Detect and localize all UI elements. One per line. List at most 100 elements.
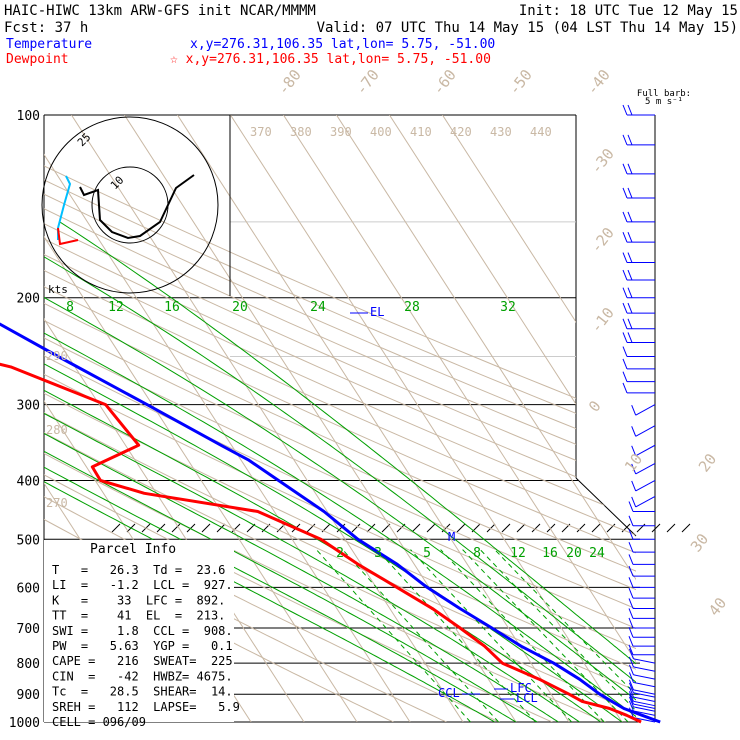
wind-barb-flag bbox=[627, 269, 633, 281]
cloud-tick bbox=[216, 523, 226, 533]
wind-barb-flag bbox=[622, 371, 628, 382]
dry-adiabat bbox=[44, 115, 636, 722]
cloud-tick bbox=[636, 523, 646, 533]
dry-adiabat-label: 290 bbox=[46, 349, 68, 363]
mixing-ratio-label: 2 bbox=[336, 546, 344, 561]
parcel-info-background bbox=[44, 540, 234, 722]
pressure-label-200: 200 bbox=[17, 292, 40, 307]
theta-label: 390 bbox=[330, 125, 352, 139]
parcel-info-row: PW = 5.63 YGP = 0.1 bbox=[52, 639, 233, 653]
wind-barb-flag bbox=[628, 635, 634, 647]
theta-label: 420 bbox=[450, 125, 472, 139]
wind-barb bbox=[633, 700, 656, 707]
pressure-label-1000: 1000 bbox=[9, 716, 40, 731]
hodograph-ring-label: 25 bbox=[75, 131, 94, 150]
wind-barbs bbox=[622, 104, 656, 723]
dry-adiabat bbox=[44, 115, 636, 722]
moist-adiabat-label: 32 bbox=[500, 300, 516, 315]
dry-adiabat bbox=[44, 115, 636, 722]
wind-barb-flag bbox=[622, 211, 628, 223]
wind-barb-flag bbox=[622, 318, 628, 329]
wind-barb-flag bbox=[627, 187, 633, 199]
wind-barb bbox=[633, 681, 656, 688]
isotherm-label: -40 bbox=[583, 66, 614, 98]
wind-barb-flag bbox=[627, 287, 633, 298]
moist-adiabat bbox=[44, 221, 517, 722]
wind-barb-flag bbox=[628, 686, 634, 698]
mixing-ratio-line bbox=[410, 549, 573, 722]
level-label-m: M bbox=[448, 530, 455, 544]
isotherm-label: 10 bbox=[621, 450, 646, 475]
cloud-tick bbox=[516, 523, 526, 533]
isotherm-label: -20 bbox=[587, 224, 618, 256]
legend-dewpoint-coord: ☆ x,y=276.31,106.35 lat,lon= 5.75, -51.0… bbox=[170, 52, 491, 67]
parcel-info-row: T = 26.3 Td = 23.6 bbox=[52, 563, 225, 577]
parcel-info-row: SREH = 112 LAPSE= 5.9 bbox=[52, 700, 240, 714]
wind-barb-flag bbox=[627, 252, 633, 263]
wind-barb-flag bbox=[622, 269, 628, 281]
wind-barb bbox=[635, 480, 656, 492]
dewpoint-line bbox=[0, 362, 642, 724]
isotherm-line bbox=[389, 115, 636, 722]
theta-label: 440 bbox=[530, 125, 552, 139]
wind-barb bbox=[633, 658, 656, 664]
dry-adiabat bbox=[44, 115, 636, 722]
moist-adiabat bbox=[44, 221, 538, 722]
hodograph-ring bbox=[41, 116, 219, 294]
cloud-tick bbox=[426, 523, 436, 533]
wind-barb-flag bbox=[627, 134, 633, 146]
cloud-tick bbox=[171, 523, 181, 533]
wind-barb-flag bbox=[622, 252, 628, 263]
wind-barb-flag bbox=[631, 480, 637, 492]
dry-adiabat bbox=[44, 115, 636, 722]
cloud-tick bbox=[606, 523, 616, 533]
wind-barb-flag bbox=[622, 332, 628, 343]
wind-barb-flag bbox=[622, 382, 628, 394]
dry-adiabat bbox=[44, 115, 636, 722]
cloud-tick bbox=[486, 523, 496, 533]
moist-adiabat bbox=[44, 221, 636, 722]
mixing-ratio-label: 8 bbox=[473, 546, 481, 561]
mixing-ratio-label: 12 bbox=[510, 546, 526, 561]
wind-barb-flag bbox=[628, 598, 634, 609]
wind-barb-flag bbox=[628, 672, 634, 683]
mixing-ratio-line bbox=[440, 549, 605, 722]
wind-barb-flag bbox=[628, 664, 634, 675]
level-label-el: EL bbox=[370, 305, 384, 319]
wind-barb-flag bbox=[631, 404, 637, 416]
wind-barb-flag bbox=[628, 541, 634, 553]
wind-barb-flag bbox=[628, 501, 634, 512]
wind-barb bbox=[635, 444, 656, 457]
dry-adiabat bbox=[44, 115, 636, 722]
cloud-tick bbox=[681, 523, 691, 533]
wind-barb bbox=[635, 495, 656, 508]
wind-barb-flag bbox=[631, 463, 637, 475]
wind-barb-flag bbox=[628, 696, 634, 708]
wind-barb-flag bbox=[628, 691, 634, 702]
mixing-ratio-label: 16 bbox=[542, 546, 558, 561]
wind-barb-flag bbox=[628, 554, 634, 565]
cloud-tick bbox=[336, 523, 346, 533]
wind-barb-flag bbox=[628, 577, 634, 588]
wind-barb-flag bbox=[628, 693, 634, 705]
isotherm-line bbox=[283, 115, 636, 722]
wind-barb-flag bbox=[628, 679, 634, 691]
moist-adiabat-label: 28 bbox=[404, 300, 420, 315]
dry-adiabat bbox=[44, 115, 606, 722]
cloud-tick bbox=[456, 523, 466, 533]
wind-barb-flag bbox=[622, 163, 628, 175]
isotherm-label: -70 bbox=[352, 66, 383, 98]
moist-adiabat-label: 8 bbox=[66, 300, 74, 315]
moist-adiabat bbox=[44, 221, 559, 722]
wind-barb-flag bbox=[627, 332, 633, 343]
wind-barb-flag bbox=[628, 644, 634, 655]
dry-adiabat bbox=[44, 115, 636, 722]
cloud-tick bbox=[411, 523, 421, 533]
isotherm-label: -30 bbox=[587, 145, 618, 177]
cloud-tick bbox=[186, 523, 196, 533]
pressure-label-400: 400 bbox=[17, 474, 40, 489]
wind-barb-flag bbox=[622, 104, 628, 116]
moist-adiabat bbox=[44, 221, 580, 722]
isotherm-line bbox=[44, 115, 358, 722]
isotherm-label: 30 bbox=[687, 530, 712, 555]
